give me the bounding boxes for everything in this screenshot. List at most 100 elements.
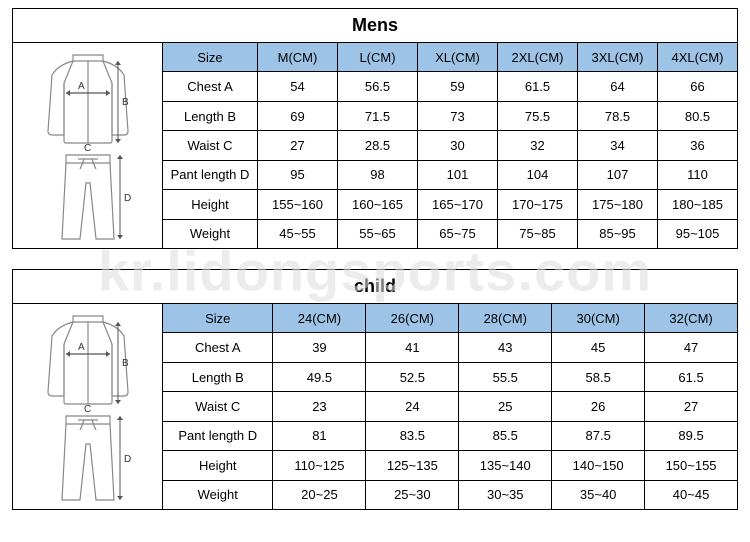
mens-size-chart: Mens A	[12, 8, 738, 249]
label-d: D	[124, 193, 131, 204]
label-d: D	[124, 454, 131, 465]
cell: 110~125	[273, 451, 366, 479]
row-label: Length B	[163, 102, 258, 130]
row-label: Waist C	[163, 392, 273, 420]
cell: 104	[498, 161, 578, 189]
cell: 41	[366, 333, 459, 361]
mens-title: Mens	[13, 9, 737, 43]
row-label: Pant length D	[163, 161, 258, 189]
cell: 175~180	[578, 190, 658, 218]
cell: 66	[658, 72, 737, 100]
cell: 78.5	[578, 102, 658, 130]
cell: 49.5	[273, 363, 366, 391]
col-header: M(CM)	[258, 43, 338, 71]
cell: 27	[645, 392, 737, 420]
table-row: Length B 49.5 52.5 55.5 58.5 61.5	[163, 363, 737, 392]
table-row: Chest A 39 41 43 45 47	[163, 333, 737, 362]
cell: 155~160	[258, 190, 338, 218]
cell: 35~40	[552, 481, 645, 509]
table-row: Length B 69 71.5 73 75.5 78.5 80.5	[163, 102, 737, 131]
cell: 25	[459, 392, 552, 420]
table-row: Pant length D 81 83.5 85.5 87.5 89.5	[163, 422, 737, 451]
cell: 25~30	[366, 481, 459, 509]
cell: 165~170	[418, 190, 498, 218]
table-row: Pant length D 95 98 101 104 107 110	[163, 161, 737, 190]
cell: 83.5	[366, 422, 459, 450]
mens-content: A B C	[13, 43, 737, 248]
mens-diagram-cell: A B C	[13, 43, 163, 248]
col-header: Size	[163, 43, 258, 71]
cell: 32	[498, 131, 578, 159]
tracksuit-diagram-icon: A B C	[18, 43, 158, 248]
col-header: 26(CM)	[366, 304, 459, 332]
cell: 58.5	[552, 363, 645, 391]
col-header: Size	[163, 304, 273, 332]
col-header: 2XL(CM)	[498, 43, 578, 71]
label-b: B	[122, 97, 129, 108]
cell: 75~85	[498, 220, 578, 248]
row-label: Chest A	[163, 72, 258, 100]
cell: 52.5	[366, 363, 459, 391]
col-header: 24(CM)	[273, 304, 366, 332]
child-content: A B C D	[13, 304, 737, 509]
cell: 75.5	[498, 102, 578, 130]
cell: 95~105	[658, 220, 737, 248]
cell: 73	[418, 102, 498, 130]
mens-grid: Size M(CM) L(CM) XL(CM) 2XL(CM) 3XL(CM) …	[163, 43, 737, 248]
cell: 61.5	[498, 72, 578, 100]
mens-header-row: Size M(CM) L(CM) XL(CM) 2XL(CM) 3XL(CM) …	[163, 43, 737, 72]
cell: 59	[418, 72, 498, 100]
col-header: XL(CM)	[418, 43, 498, 71]
cell: 85.5	[459, 422, 552, 450]
row-label: Height	[163, 451, 273, 479]
cell: 26	[552, 392, 645, 420]
cell: 69	[258, 102, 338, 130]
row-label: Pant length D	[163, 422, 273, 450]
cell: 87.5	[552, 422, 645, 450]
cell: 24	[366, 392, 459, 420]
table-row: Waist C 23 24 25 26 27	[163, 392, 737, 421]
cell: 55.5	[459, 363, 552, 391]
cell: 98	[338, 161, 418, 189]
row-label: Weight	[163, 220, 258, 248]
cell: 27	[258, 131, 338, 159]
label-a: A	[78, 342, 85, 353]
cell: 89.5	[645, 422, 737, 450]
cell: 170~175	[498, 190, 578, 218]
child-size-chart: child A	[12, 269, 738, 510]
cell: 65~75	[418, 220, 498, 248]
cell: 40~45	[645, 481, 737, 509]
cell: 140~150	[552, 451, 645, 479]
col-header: 4XL(CM)	[658, 43, 737, 71]
row-label: Height	[163, 190, 258, 218]
col-header: 28(CM)	[459, 304, 552, 332]
child-header-row: Size 24(CM) 26(CM) 28(CM) 30(CM) 32(CM)	[163, 304, 737, 333]
col-header: 30(CM)	[552, 304, 645, 332]
cell: 55~65	[338, 220, 418, 248]
child-diagram-cell: A B C D	[13, 304, 163, 509]
cell: 20~25	[273, 481, 366, 509]
cell: 95	[258, 161, 338, 189]
child-title: child	[13, 270, 737, 304]
cell: 36	[658, 131, 737, 159]
cell: 34	[578, 131, 658, 159]
cell: 135~140	[459, 451, 552, 479]
table-row: Chest A 54 56.5 59 61.5 64 66	[163, 72, 737, 101]
label-b: B	[122, 358, 129, 369]
tracksuit-diagram-icon: A B C D	[18, 304, 158, 509]
cell: 45	[552, 333, 645, 361]
cell: 28.5	[338, 131, 418, 159]
cell: 30~35	[459, 481, 552, 509]
cell: 160~165	[338, 190, 418, 218]
table-row: Weight 45~55 55~65 65~75 75~85 85~95 95~…	[163, 220, 737, 248]
cell: 180~185	[658, 190, 737, 218]
table-row: Height 110~125 125~135 135~140 140~150 1…	[163, 451, 737, 480]
cell: 30	[418, 131, 498, 159]
table-row: Waist C 27 28.5 30 32 34 36	[163, 131, 737, 160]
col-header: 3XL(CM)	[578, 43, 658, 71]
cell: 150~155	[645, 451, 737, 479]
cell: 39	[273, 333, 366, 361]
child-grid: Size 24(CM) 26(CM) 28(CM) 30(CM) 32(CM) …	[163, 304, 737, 509]
cell: 101	[418, 161, 498, 189]
row-label: Length B	[163, 363, 273, 391]
